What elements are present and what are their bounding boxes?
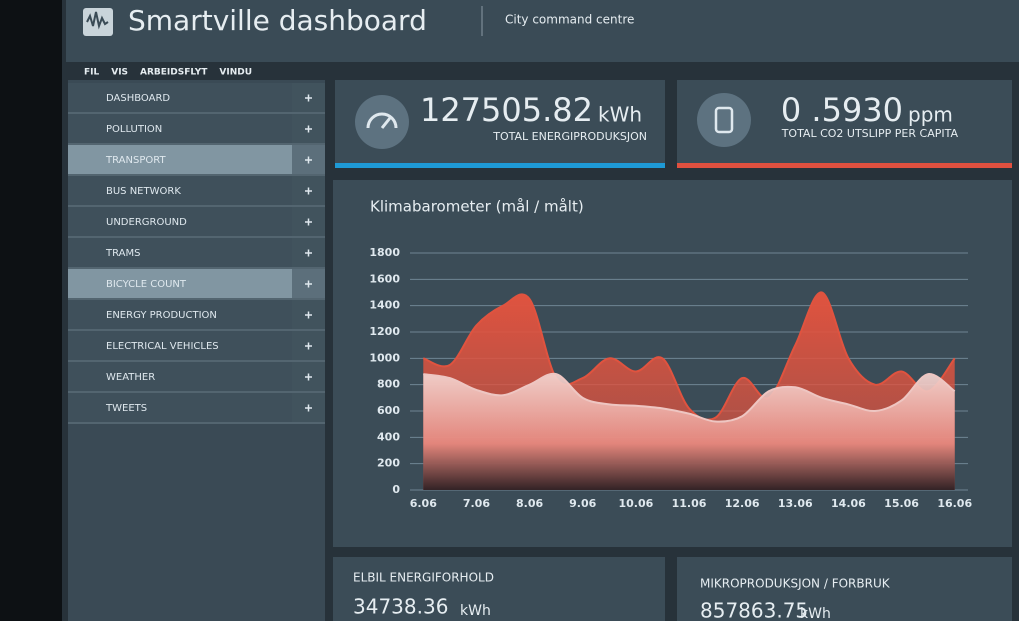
sidebar-label: ENERGY PRODUCTION bbox=[106, 310, 217, 321]
sidebar-item[interactable] bbox=[68, 176, 325, 205]
kpi-value: 127505.82 bbox=[420, 91, 593, 129]
kpi-label: TOTAL ENERGIPRODUKSJON bbox=[492, 130, 647, 143]
x-tick-label: 16.06 bbox=[937, 497, 972, 510]
sidebar-label: BUS NETWORK bbox=[106, 186, 181, 197]
x-tick-label: 14.06 bbox=[831, 497, 866, 510]
sidebar-item[interactable] bbox=[68, 393, 325, 422]
area-line bbox=[422, 291, 956, 421]
x-tick-label: 10.06 bbox=[618, 497, 653, 510]
kpi-icon bbox=[697, 93, 751, 147]
sidebar-label: DASHBOARD bbox=[106, 93, 170, 104]
y-tick-label: 1000 bbox=[369, 351, 400, 364]
x-tick-label: 6.06 bbox=[410, 497, 437, 510]
sidebar-item[interactable] bbox=[68, 362, 325, 391]
plus-icon bbox=[305, 404, 312, 412]
x-tick-label: 15.06 bbox=[884, 497, 919, 510]
sidebar-item[interactable] bbox=[68, 145, 325, 174]
plus-icon bbox=[305, 249, 312, 257]
plus-icon bbox=[305, 218, 312, 226]
plus-icon bbox=[305, 156, 312, 164]
sidebar-label: TWEETS bbox=[105, 403, 147, 414]
plus-icon bbox=[305, 280, 312, 288]
card-value: 857863.75 bbox=[700, 599, 808, 621]
co2-icon bbox=[714, 106, 734, 134]
card-unit: kWh bbox=[460, 603, 491, 619]
menu-item[interactable]: FIL bbox=[84, 68, 99, 78]
sidebar-label: POLLUTION bbox=[106, 124, 162, 135]
x-tick-label: 11.06 bbox=[672, 497, 707, 510]
card bbox=[333, 557, 665, 621]
title: Smartville dashboard bbox=[128, 4, 427, 37]
logo-mark bbox=[86, 11, 109, 30]
sidebar-item[interactable] bbox=[68, 269, 325, 298]
y-tick-label: 0 bbox=[392, 483, 400, 496]
kpi-unit: kWh bbox=[598, 103, 642, 127]
menu-bar: FIL VIS ARBEIDSFLYT VINDU bbox=[84, 68, 252, 78]
sidebar-item[interactable] bbox=[68, 331, 325, 360]
kpi-label: TOTAL CO2 UTSLIPP PER CAPITA bbox=[781, 127, 959, 140]
menu-item[interactable]: VINDU bbox=[219, 68, 252, 78]
card-unit: kWh bbox=[800, 606, 831, 621]
plus-icon bbox=[305, 187, 312, 195]
plus-icon bbox=[305, 311, 312, 319]
sidebar-item[interactable] bbox=[68, 207, 325, 236]
kpi-value: 0 .5930 bbox=[781, 91, 903, 129]
card bbox=[677, 557, 1012, 621]
plus-icon bbox=[305, 125, 312, 133]
card-label: MIKROPRODUKSJON / FORBRUK bbox=[700, 577, 891, 591]
plus-icon bbox=[305, 342, 312, 350]
y-tick-label: 1800 bbox=[369, 246, 400, 259]
subtitle: City command centre bbox=[505, 13, 634, 27]
y-tick-label: 400 bbox=[377, 430, 400, 443]
area-line bbox=[423, 372, 956, 423]
x-tick-label: 9.06 bbox=[569, 497, 596, 510]
chart-title: Klimabarometer (mål / målt) bbox=[370, 198, 584, 216]
card-value: 34738.36 bbox=[353, 595, 448, 619]
header bbox=[66, 0, 1019, 62]
x-tick-label: 12.06 bbox=[725, 497, 760, 510]
y-tick-label: 600 bbox=[377, 404, 400, 417]
plus-icon bbox=[305, 94, 312, 102]
sidebar-label: ELECTRICAL VEHICLES bbox=[106, 341, 219, 352]
menu-item[interactable]: VIS bbox=[111, 68, 128, 78]
sidebar-item[interactable] bbox=[68, 114, 325, 143]
menu-item[interactable]: ARBEIDSFLYT bbox=[140, 68, 208, 78]
sidebar-label: TRAMS bbox=[105, 248, 140, 259]
sidebar-label: WEATHER bbox=[106, 372, 155, 383]
sidebar-label: UNDERGROUND bbox=[106, 217, 187, 228]
sidebar-item[interactable] bbox=[68, 300, 325, 329]
area bbox=[423, 373, 955, 490]
gauge-needle bbox=[380, 117, 392, 129]
sidebar-item[interactable] bbox=[68, 83, 325, 112]
kpi-unit: ppm bbox=[908, 103, 953, 127]
x-tick-label: 13.06 bbox=[778, 497, 813, 510]
x-tick-label: 7.06 bbox=[463, 497, 490, 510]
y-tick-label: 1400 bbox=[369, 299, 400, 312]
y-tick-label: 1600 bbox=[369, 272, 400, 285]
sidebar-items: DASHBOARD POLLUTION TRANSPORT BUS NETWORK UN… bbox=[68, 83, 325, 424]
chart: 0 200 400 600 800 1000 1200 1400 1600 1800 6.06 7.0… bbox=[369, 246, 972, 510]
kpi-icon bbox=[355, 95, 409, 149]
bezel bbox=[0, 0, 62, 621]
gauge-icon bbox=[366, 112, 398, 129]
y-tick-label: 800 bbox=[377, 378, 400, 391]
sidebar-label: TRANSPORT bbox=[105, 155, 166, 166]
x-tick-label: 8.06 bbox=[516, 497, 543, 510]
sidebar-label: BICYCLE COUNT bbox=[106, 279, 187, 290]
kpi-stripe bbox=[677, 163, 1012, 168]
sidebar-item[interactable] bbox=[68, 238, 325, 267]
card-label: ELBIL ENERGIFORHOLD bbox=[353, 571, 494, 585]
y-tick-label: 200 bbox=[377, 457, 400, 470]
plus-icon bbox=[305, 373, 312, 381]
kpi-stripe bbox=[335, 163, 665, 168]
y-tick-label: 1200 bbox=[369, 325, 400, 338]
